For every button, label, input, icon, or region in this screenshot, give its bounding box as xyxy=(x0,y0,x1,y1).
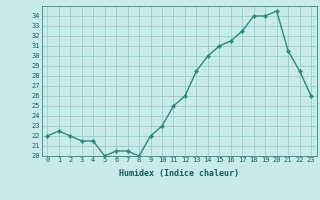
X-axis label: Humidex (Indice chaleur): Humidex (Indice chaleur) xyxy=(119,169,239,178)
